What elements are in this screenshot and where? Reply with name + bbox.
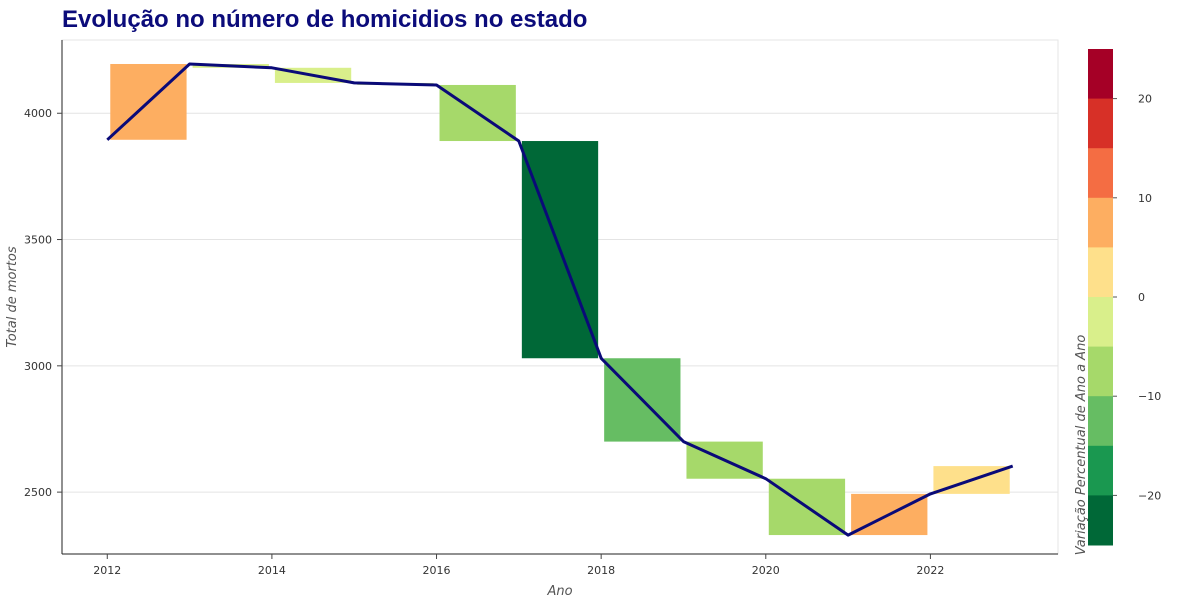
y-tick-label: 4000: [24, 107, 52, 120]
colorbar-segment: [1088, 247, 1113, 298]
colorbar: 20 10 0 −10 −20 Variação Percentual de Ano a …: [1074, 49, 1161, 555]
axes: 2012 2014 2016 2018 2020 2022 2500 3000 3500 4000…: [5, 40, 1058, 599]
x-tick-label: 2014: [258, 564, 286, 577]
colorbar-segment: [1088, 197, 1113, 248]
colorbar-segment: [1088, 396, 1113, 447]
colorbar-title: Variação Percentual de Ano a Ano: [1074, 335, 1089, 556]
total-line-path: [106, 62, 1014, 537]
colorbar-segment: [1088, 297, 1113, 348]
colorbar-segment: [1088, 346, 1113, 397]
total-line: [106, 62, 1014, 537]
colorbar-segment: [1088, 495, 1113, 546]
chart-title: Evolução no número de homicidios no esta…: [62, 6, 588, 33]
colorbar-tick-label: −20: [1138, 489, 1161, 502]
x-tick-label: 2022: [916, 564, 944, 577]
colorbar-tick-label: 0: [1138, 291, 1145, 304]
y-tick-label: 3500: [24, 234, 52, 247]
y-tick-label: 2500: [24, 486, 52, 499]
y-tick-label: 3000: [24, 360, 52, 373]
colorbar-tick-label: −10: [1138, 390, 1161, 403]
colorbar-tick-label: 20: [1138, 93, 1152, 106]
x-axis-title: Ano: [546, 584, 572, 599]
colorbar-segment: [1088, 49, 1113, 100]
colorbar-tick-label: 10: [1138, 192, 1152, 205]
x-tick-label: 2016: [423, 564, 451, 577]
colorbar-segment: [1088, 148, 1113, 199]
colorbar-segment: [1088, 98, 1113, 149]
x-tick-label: 2018: [587, 564, 615, 577]
x-tick-label: 2012: [93, 564, 121, 577]
x-tick-label: 2020: [752, 564, 780, 577]
colorbar-segment: [1088, 445, 1113, 496]
y-axis-title: Total de mortos: [5, 246, 20, 347]
